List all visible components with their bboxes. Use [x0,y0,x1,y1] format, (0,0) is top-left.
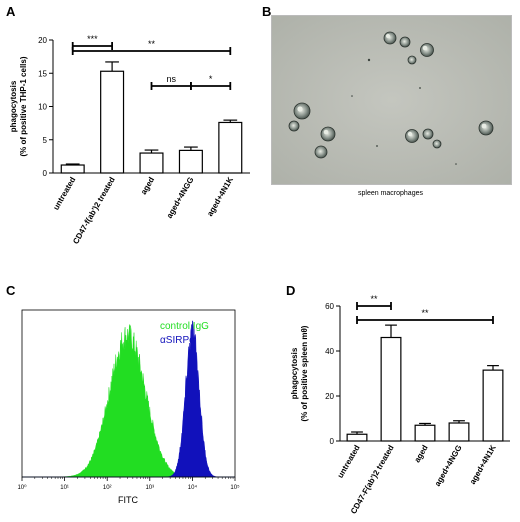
x-tick-label-a-0: untreated [51,175,77,211]
x-tick-label: 10⁴ [188,484,198,491]
significance-label: ** [370,294,378,304]
bar-d-4 [482,369,504,442]
bar-d-3 [448,422,470,442]
y-axis-label: phagocytosis [9,80,18,132]
significance-label: *** [87,34,98,44]
chart-panel-d: 0 20 40 60 phagocytosis (% of positive spleen… [290,294,510,515]
x-tick-label-d-2: aged [413,443,430,464]
x-tick-label: 10³ [145,485,154,491]
plot-frame [21,309,236,478]
y-tick-label: 60 [325,302,334,311]
bar-a-2 [139,152,164,174]
x-tick-label: 10¹ [60,485,69,491]
y-tick-label: 10 [38,103,47,112]
bar-d-0 [346,433,368,442]
x-tick-label-a-4: aged+4N1K [205,175,235,218]
significance-label: ns [166,74,176,84]
significance-label: * [209,74,213,84]
y-tick-label: 40 [325,347,334,356]
y-tick-label: 0 [43,169,48,178]
legend-control-igg: control IgG [160,321,209,332]
bar-d-2 [414,424,436,442]
y-tick-label: 15 [38,69,47,78]
bar-a-4 [218,121,243,174]
x-tick-label-a-2: aged [139,175,156,196]
y-tick-label: 0 [330,437,335,446]
significance-label: ** [148,39,156,49]
x-tick-label-d-4: aged+4N1K [468,443,498,486]
y-axis-label: (% of positive THP-1 cells) [19,56,28,156]
bar-d-1 [380,336,402,442]
x-tick-label-d-0: untreated [336,443,362,479]
x-tick-label-d-3: aged+4NGG [433,444,464,488]
x-axis-label: FITC [118,495,138,505]
x-tick-label-a-3: aged+4NGG [165,176,196,220]
chart-panel-a: 0 5 10 15 20 phagocytosis (% of positive THP-1… [9,34,250,246]
y-tick-label: 20 [38,36,47,45]
micrograph-caption: spleen macrophages [358,190,423,197]
bar-a-3 [178,149,203,174]
panel-letter-d: D [286,283,296,298]
significance-label: ** [421,308,429,318]
bar-a-1 [100,70,125,174]
x-tick-label-a-1: CD47-f(ab')2 treated [71,175,117,245]
panel-letter-b: B [262,4,272,19]
panel-letter-c: C [6,283,16,298]
panel-letter-a: A [6,4,16,19]
x-tick-label: 10⁰ [17,484,27,491]
x-tick-label: 10² [103,485,112,491]
chart-panel-c: 10⁰ 10¹ 10² 10³ 10⁴ 10⁵ FITC control IgG αSIR… [17,309,240,505]
x-tick-label: 10⁵ [230,484,240,491]
y-axis-label: phagocytosis [290,347,299,399]
y-axis-label: (% of positive spleen mθ) [300,325,309,421]
y-tick-label: 20 [325,392,334,401]
bar-a-0 [60,164,85,174]
legend-anti-sirpa: αSIRPα [160,335,195,346]
spleen-macrophage-micrograph [271,15,512,185]
micrograph-image [272,16,511,184]
y-tick-label: 5 [43,136,48,145]
